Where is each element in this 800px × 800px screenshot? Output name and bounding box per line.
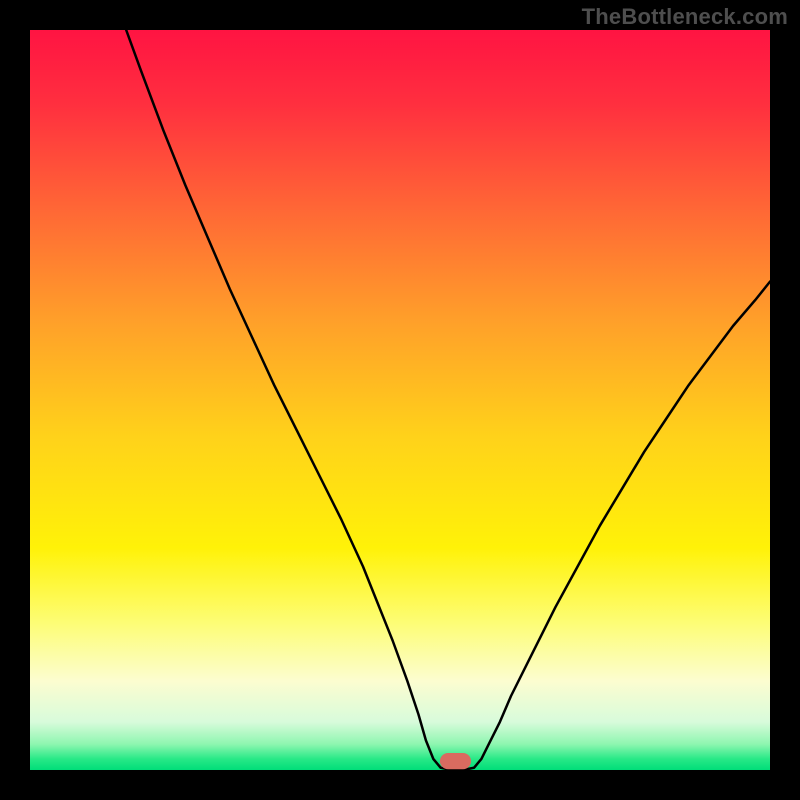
- optimal-marker: [440, 753, 471, 769]
- watermark-text: TheBottleneck.com: [582, 4, 788, 30]
- bottleneck-curve-chart: [0, 0, 800, 800]
- chart-canvas: TheBottleneck.com: [0, 0, 800, 800]
